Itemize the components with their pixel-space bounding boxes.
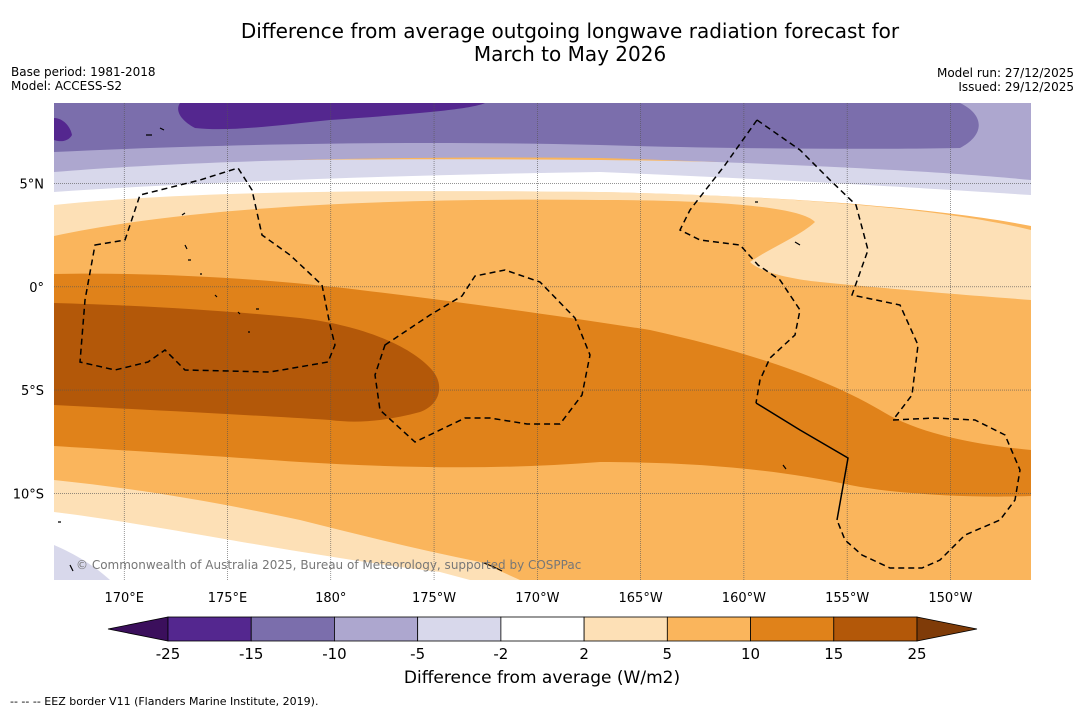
lat-label: 10°S (13, 487, 44, 502)
colorbar-tick-label: 10 (741, 645, 760, 663)
lat-label: 5°N (20, 178, 45, 193)
lon-label: 160°W (722, 591, 766, 606)
model-run: Model run: 27/12/2025 (936, 66, 1074, 80)
eez-borders (79, 119, 1021, 569)
colorbar-segment (833, 616, 918, 642)
title-line-2: March to May 2026 (473, 42, 667, 66)
colorbar-segment (334, 616, 419, 642)
lon-label: 180° (315, 591, 346, 606)
island-group-2 (181, 212, 202, 275)
base-period: Base period: 1981-2018 (11, 65, 156, 79)
issued-date: Issued: 29/12/2025 (958, 80, 1074, 94)
field-neg-15-25 (178, 103, 485, 130)
colorbar-ticks: -25 -15 -10 -5 -2 2 5 10 15 25 (156, 645, 927, 663)
lon-label: 170°E (104, 591, 144, 606)
field-neutral-north (54, 168, 1031, 226)
lat-label: 5°S (21, 384, 44, 399)
lon-label: 155°W (825, 591, 869, 606)
longitude-labels: 170°E 175°E 180° 175°W 170°W 165°W 160°W 155°W 1… (104, 591, 972, 606)
colorbar-tick-label: -10 (322, 645, 347, 663)
meta-right: Model run: 27/12/2025 Issued: 29/12/2025 (937, 66, 1074, 94)
colorbar-label: Difference from average (W/m2) (403, 668, 681, 688)
field-neg-15-25-west (54, 118, 72, 142)
eez-howland-baker (374, 269, 591, 443)
lat-label: 0° (29, 281, 44, 296)
colorbar-tick-label: 5 (663, 645, 673, 663)
colorbar-segments (107, 616, 978, 642)
colorbar-tick-label: -5 (410, 645, 425, 663)
title-line-1: Difference from average outgoing longwav… (240, 19, 900, 43)
eez-cook-boundary (755, 402, 849, 521)
colorbar-extend-min (107, 616, 169, 642)
island-group-5 (483, 562, 503, 572)
colorbar-segment (750, 616, 835, 642)
island-group-4 (755, 201, 801, 470)
colorbar-tick-label: -2 (493, 645, 508, 663)
lon-label: 175°W (412, 591, 456, 606)
colorbar-tick-label: 25 (907, 645, 926, 663)
eez-line-islands (756, 119, 919, 421)
colorbar-segment (167, 616, 252, 642)
field-neg-southwest (54, 545, 110, 580)
island-group-6 (58, 521, 74, 572)
colorbar-tick-label: 15 (824, 645, 843, 663)
eez-line-islands-west (678, 119, 801, 404)
eez-kiribati-west (79, 167, 336, 373)
colorbar-extend-max (916, 616, 978, 642)
colorbar-tick-label: -15 (239, 645, 264, 663)
islands (58, 127, 801, 572)
field-15-25 (54, 303, 440, 422)
lon-label: 175°E (208, 591, 248, 606)
olr-anomaly-field (54, 103, 1031, 580)
model-name: Model: ACCESS-S2 (11, 79, 123, 93)
eez-footnote: -- -- -- EEZ border V11 (Flanders Marine… (10, 695, 319, 708)
latitude-labels: 5°N 0° 5°S 10°S (13, 178, 44, 503)
colorbar-segment (250, 616, 335, 642)
colorbar-segment (583, 616, 668, 642)
field-neg-2-5 (54, 159, 1031, 195)
field-neutral-south (54, 512, 470, 580)
colorbar-segment (417, 616, 502, 642)
field-2-5-north (54, 190, 1031, 300)
colorbar-segment (500, 616, 585, 642)
island-group-3 (214, 294, 259, 333)
colorbar-tick-label: 2 (579, 645, 589, 663)
graticule (54, 103, 1031, 580)
colorbar-segment (666, 616, 751, 642)
credit-text: © Commonwealth of Australia 2025, Bureau… (76, 558, 582, 572)
chart-title: Difference from average outgoing longwav… (160, 20, 980, 66)
lon-label: 170°W (515, 591, 559, 606)
lon-label: 165°W (619, 591, 663, 606)
colorbar-tick-label: -25 (156, 645, 181, 663)
island-group-1 (146, 127, 165, 136)
meta-left: Base period: 1981-2018 Model: ACCESS-S2 (11, 65, 156, 93)
lon-label: 150°W (928, 591, 972, 606)
